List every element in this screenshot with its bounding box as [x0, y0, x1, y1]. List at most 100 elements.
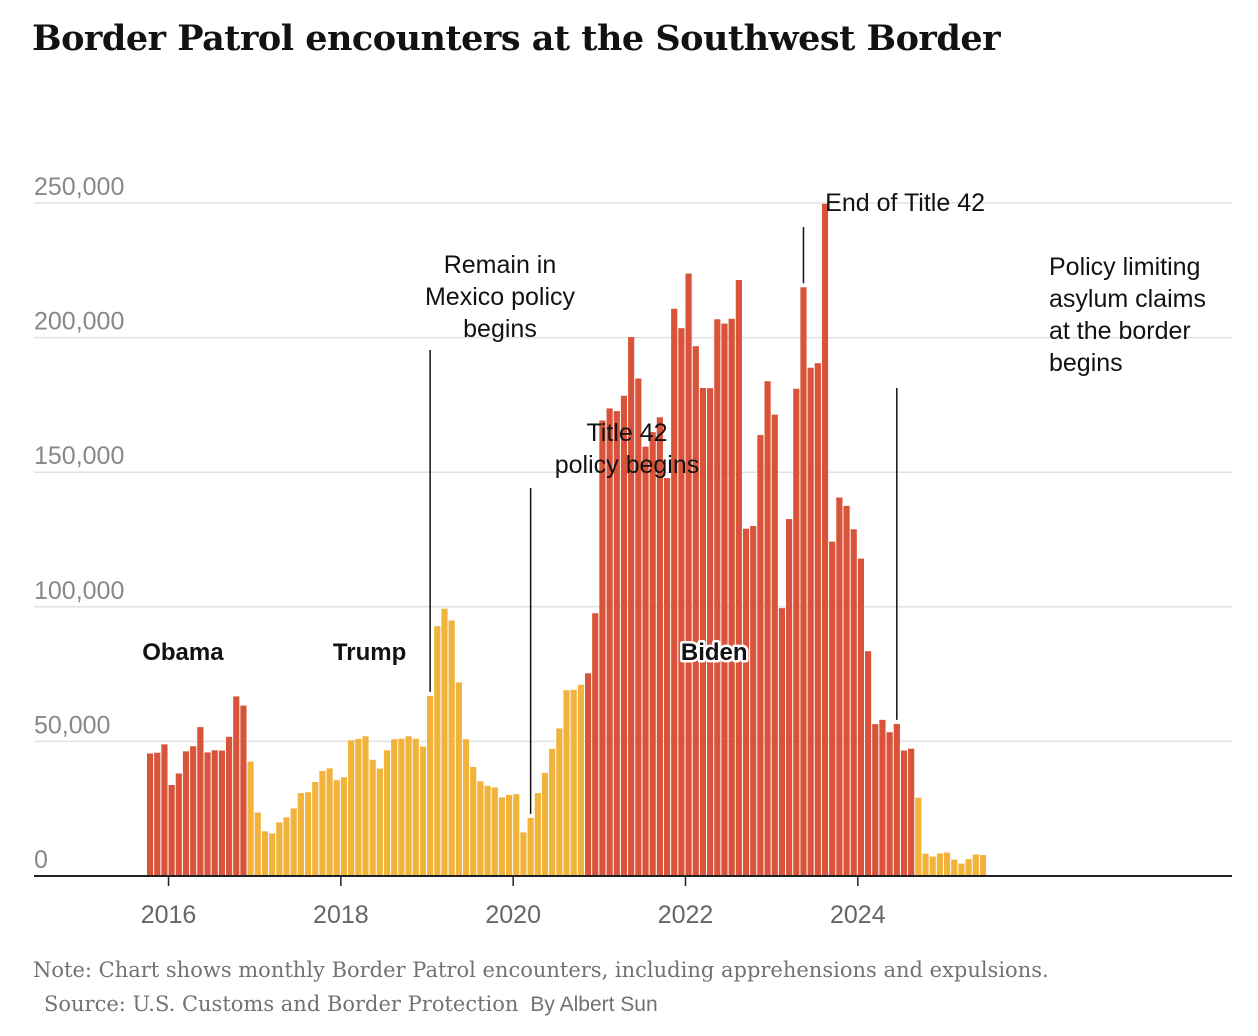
annotation-text: Remain in: [444, 251, 557, 279]
bar: [649, 432, 656, 876]
bar: [764, 381, 771, 876]
x-tick-label: 2022: [658, 901, 714, 929]
bar: [470, 766, 477, 876]
bar: [506, 794, 513, 876]
y-tick-label: 0: [34, 846, 48, 874]
x-tick-label: 2024: [830, 901, 886, 929]
bar: [348, 740, 355, 876]
bar: [448, 620, 455, 876]
period-label: Biden: [681, 639, 748, 666]
chart-title: Border Patrol encounters at the Southwes…: [32, 18, 1001, 59]
bar: [563, 690, 570, 876]
bar: [190, 746, 197, 876]
bar: [383, 750, 391, 876]
bar: [671, 308, 678, 876]
annotation-text: at the border: [1049, 317, 1191, 345]
bar: [742, 528, 750, 876]
bar: [786, 519, 793, 876]
bar: [297, 793, 304, 876]
bar: [692, 346, 699, 877]
bar: [168, 785, 175, 876]
bar: [197, 727, 204, 876]
period-label: Obama: [142, 639, 224, 666]
bar: [606, 408, 613, 876]
bar: [936, 853, 943, 876]
bar: [865, 651, 872, 876]
chart-note: Note: Chart shows monthly Border Patrol …: [33, 958, 1049, 982]
bar: [427, 695, 434, 876]
bar: [304, 792, 312, 876]
annotation-text: Policy limiting: [1049, 253, 1200, 281]
bar: [850, 529, 857, 876]
bar: [584, 673, 592, 876]
bar: [972, 854, 979, 876]
bar: [735, 279, 742, 876]
bar: [592, 613, 599, 876]
byline: By Albert Sun: [530, 993, 658, 1016]
bar: [405, 736, 412, 876]
period-label: Trump: [333, 639, 406, 666]
bar: [527, 817, 534, 876]
bar: [541, 772, 549, 876]
bar: [434, 626, 441, 876]
bar: [829, 541, 836, 876]
bar: [233, 696, 240, 876]
annotation-text: End of Title 42: [825, 189, 985, 217]
bar: [369, 759, 376, 876]
bar: [462, 739, 470, 876]
annotation-text: policy begins: [555, 451, 700, 479]
bar: [333, 780, 340, 876]
y-tick-label: 200,000: [34, 308, 124, 336]
bar: [161, 744, 168, 876]
bar: [915, 797, 922, 876]
annotation-text: asylum claims: [1049, 285, 1206, 313]
bar: [628, 337, 635, 876]
x-axis: 2016 2018 2020 2022 2024: [34, 875, 1232, 929]
bar: [750, 526, 757, 876]
bar: [147, 753, 154, 876]
bar: [757, 435, 764, 876]
bar: [613, 411, 620, 876]
bar: [943, 852, 951, 876]
bar: [477, 781, 484, 876]
bar: [312, 782, 319, 876]
bar: [843, 505, 850, 876]
bar: [283, 817, 290, 876]
bar: [269, 833, 276, 876]
bar: [958, 863, 965, 876]
bar: [218, 750, 225, 876]
bar: [685, 273, 692, 876]
labels: 0 50,000 100,000 150,000 200,000 250,000 Obama…: [34, 173, 1206, 874]
bar: [793, 388, 800, 876]
x-tick-label: 2020: [485, 901, 541, 929]
bar: [520, 832, 527, 876]
bar: [893, 723, 900, 876]
bar: [678, 328, 685, 876]
bar: [556, 728, 563, 876]
bar: [355, 738, 362, 876]
bar: [577, 684, 584, 876]
annotation-text: begins: [1049, 349, 1123, 377]
bar: [836, 497, 843, 876]
bar: [261, 831, 269, 876]
bar: [922, 853, 929, 876]
bar: [391, 739, 398, 876]
bar: [276, 822, 283, 876]
bar: [319, 771, 326, 876]
y-tick-label: 50,000: [34, 711, 110, 739]
bar: [247, 761, 254, 876]
bar: [441, 608, 448, 876]
bar: [154, 752, 161, 876]
bar: [965, 859, 972, 876]
bar: [240, 705, 247, 876]
bar-chart: 2016 2018 2020 2022 2024 0 50,000 100,000 150,0…: [34, 173, 1232, 929]
bars: [147, 203, 987, 877]
bar: [534, 793, 541, 876]
bar: [721, 323, 728, 877]
bar: [412, 738, 419, 876]
bar: [211, 750, 218, 876]
bar: [455, 682, 462, 876]
bar: [362, 736, 369, 876]
bar: [225, 736, 233, 876]
source-text: Source: U.S. Customs and Border Protecti…: [44, 992, 519, 1016]
